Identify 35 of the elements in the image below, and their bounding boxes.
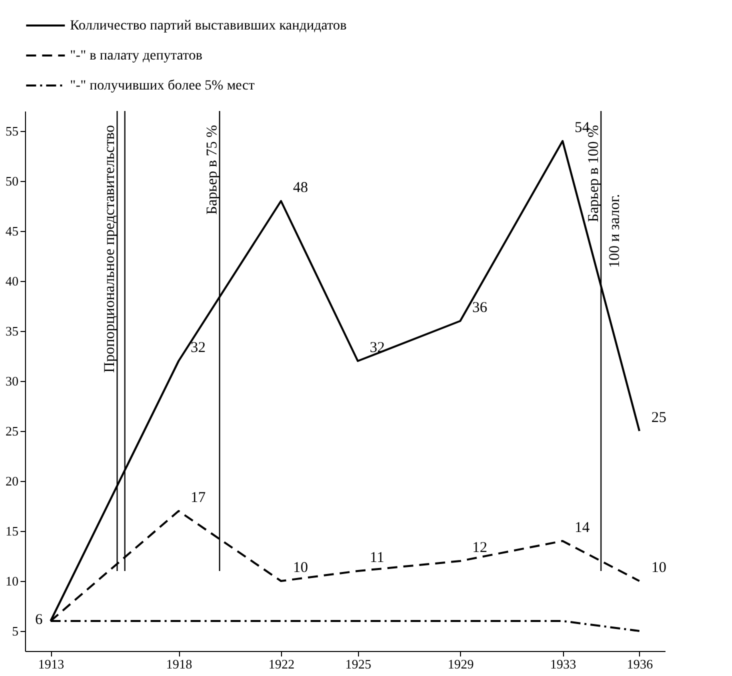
x-tick-label: 1929 [448,656,474,672]
x-tick-label: 1936 [626,656,654,672]
y-tick-label: 50 [6,174,18,188]
x-tick-label: 1913 [38,656,64,672]
data-label: 48 [293,180,308,196]
y-tick-label: 30 [6,374,18,388]
annotation: 100 и залог. [607,194,623,268]
data-label: 11 [370,550,384,566]
legend-label: Колличество партий выставивших кандидатов [70,18,348,34]
data-label: 6 [35,612,44,628]
y-tick-label: 45 [6,224,18,238]
y-tick-label: 35 [6,324,18,338]
data-label: 10 [293,560,308,576]
data-label: 17 [190,490,206,506]
y-tick-label: 55 [6,124,18,138]
data-label: 14 [574,520,590,536]
ref-line-label: Барьер в 75 % [204,125,221,215]
legend-label: "-" в палату депутатов [70,48,203,64]
data-label: 36 [472,300,488,316]
x-tick-label: 1925 [345,656,372,672]
x-tick-label: 1922 [268,656,294,672]
y-tick-label: 10 [6,574,18,588]
y-tick-label: 5 [12,624,18,638]
y-tick-label: 40 [6,274,18,288]
data-label: 12 [472,540,488,556]
data-label: 10 [651,560,666,576]
x-tick-label: 1918 [166,656,192,672]
y-tick-label: 25 [6,424,18,438]
ref-line-label: Пропорциональное представительство [102,125,118,373]
data-label: 32 [190,340,206,356]
y-tick-label: 20 [6,474,18,488]
data-label: 25 [651,410,666,426]
y-tick-label: 15 [6,524,18,538]
legend-label: "-" получивших более 5% мест [70,78,255,94]
x-tick-label: 1933 [550,656,576,672]
